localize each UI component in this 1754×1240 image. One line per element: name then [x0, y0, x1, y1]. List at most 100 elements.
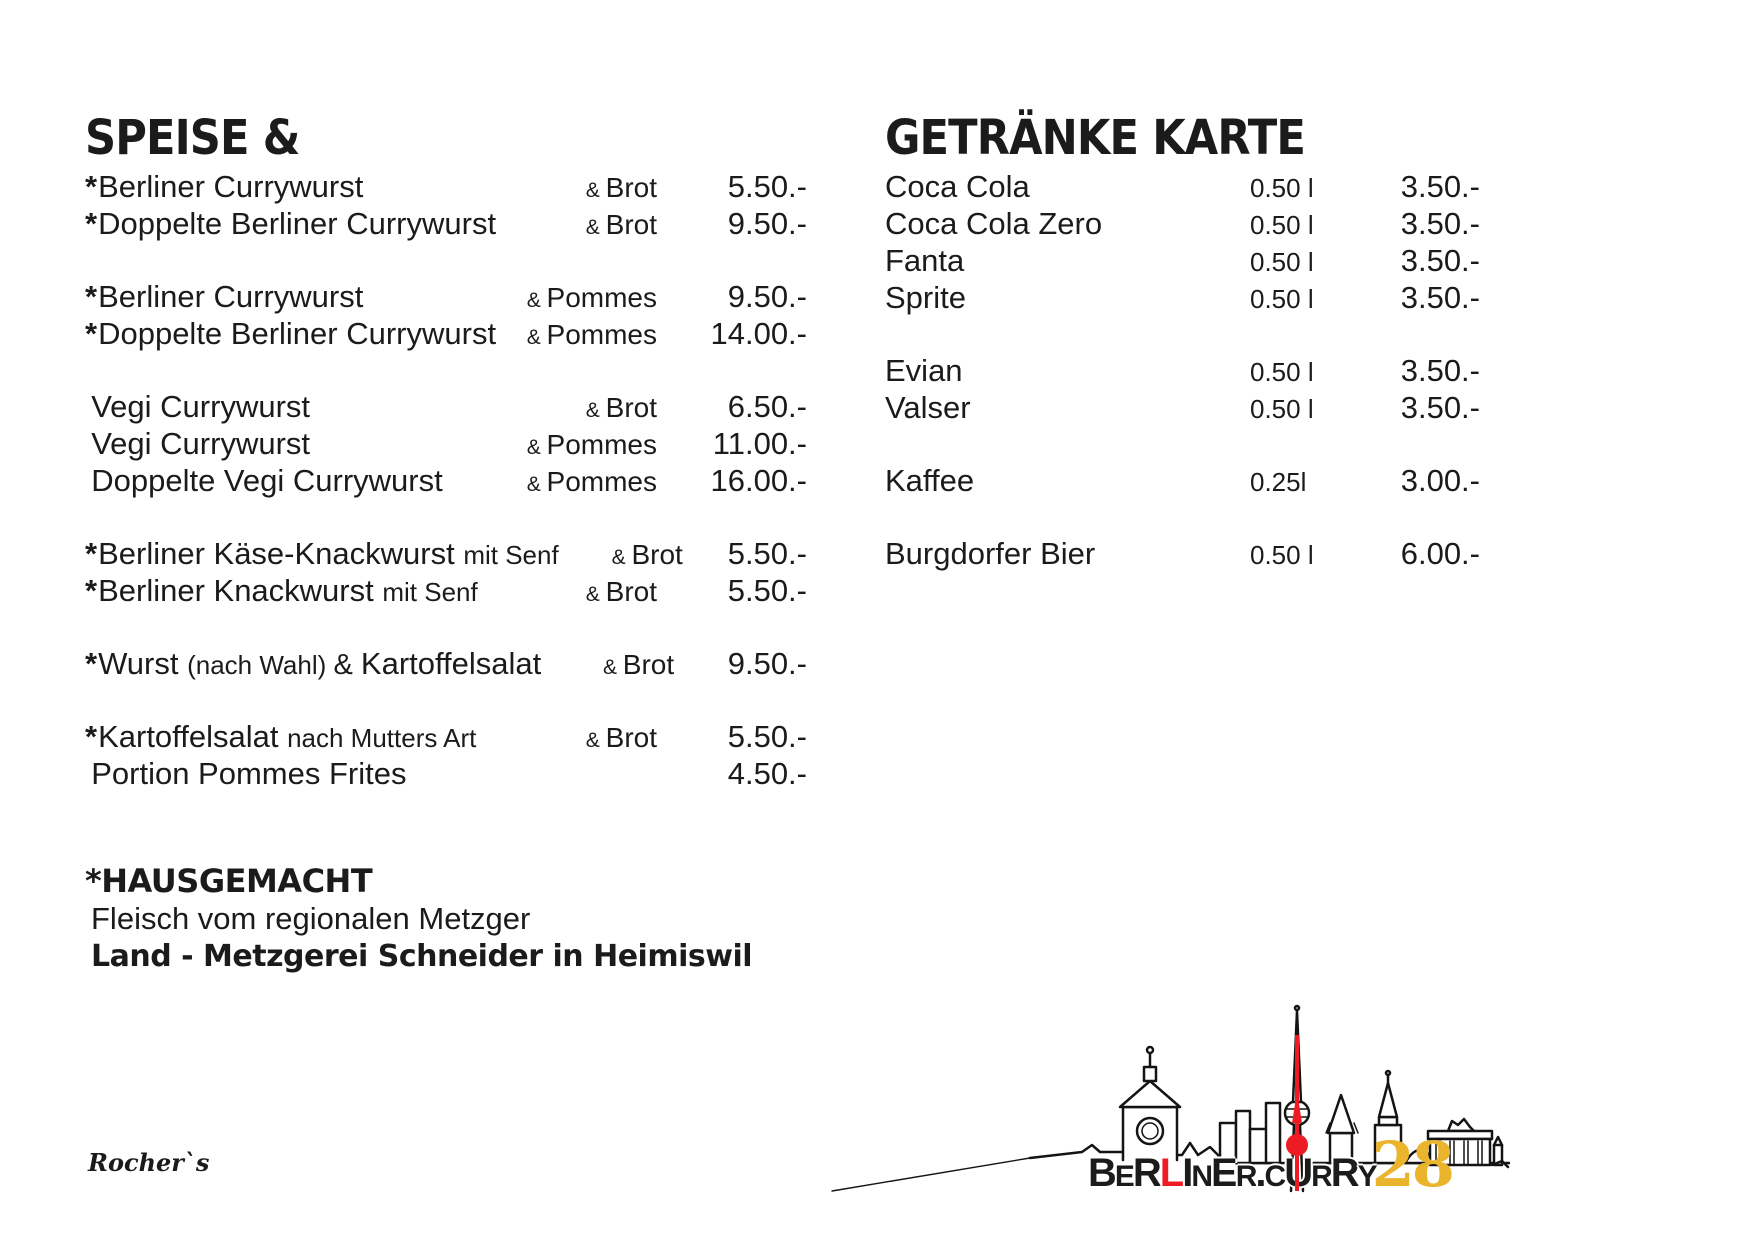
drink-name: Coca Cola Zero	[885, 206, 1103, 241]
brand-logo: BERLINER.CURRY28	[1088, 1128, 1455, 1201]
food-list: *Berliner Currywurst & Brot 5.50.- *Doppelt…	[85, 168, 807, 792]
item-name: Doppelte Vegi Currywurst	[85, 462, 507, 499]
drink-volume: 0.25l	[1250, 467, 1307, 497]
item-price: 4.50.-	[727, 756, 807, 791]
menu-item-row: *Berliner Käse-Knackwurst mit Senf & Brot…	[85, 535, 807, 572]
drink-price: 3.50.-	[1400, 390, 1480, 425]
item-name: *Berliner Currywurst	[85, 168, 507, 205]
drinks-section-title: GETRÄNKE KARTE	[885, 110, 1306, 167]
brand-letter: E	[1114, 1160, 1135, 1193]
item-price: 5.50.-	[727, 719, 807, 754]
item-price: 9.50.-	[727, 206, 807, 241]
item-side: & Brot	[541, 646, 674, 686]
item-side: & Pommes	[507, 426, 657, 466]
brand-letter: I	[1182, 1151, 1193, 1195]
item-price: 11.00.-	[712, 426, 807, 461]
menu-item-row: *Doppelte Berliner Currywurst & Pommes 14.…	[85, 315, 807, 352]
item-price: 5.50.-	[727, 536, 807, 571]
item-side: & Brot	[507, 719, 657, 759]
footnote-butcher-line: Fleisch vom regionalen Metzger	[91, 901, 531, 936]
drink-item-row: Coca Cola 0.50 l 3.50.-	[885, 168, 1480, 205]
item-name-segment: Portion Pommes Frites	[91, 756, 407, 791]
food-section-title: SPEISE &	[85, 110, 300, 167]
item-name-segment: Kartoffelsalat	[98, 719, 288, 754]
brand-letter: L	[1159, 1151, 1184, 1195]
item-name: *Berliner Knackwurst mit Senf	[85, 572, 507, 611]
side-word: Pommes	[546, 466, 657, 497]
homemade-star: *	[85, 206, 99, 241]
menu-item-row: Vegi Currywurst & Pommes 11.00.-	[85, 425, 807, 462]
item-price: 5.50.-	[727, 573, 807, 608]
drink-price: 3.50.-	[1400, 353, 1480, 388]
homemade-star: *	[85, 573, 99, 608]
item-side: & Brot	[507, 169, 657, 209]
item-name: *Berliner Käse-Knackwurst mit Senf	[85, 535, 559, 574]
drink-price: 3.50.-	[1400, 280, 1480, 315]
rochers-signature: Rocher`s	[88, 1148, 210, 1177]
item-name-segment: mit Senf	[382, 577, 478, 607]
brand-letter: R	[1132, 1151, 1162, 1195]
drink-volume: 0.50 l	[1250, 247, 1314, 277]
item-name-segment: Doppelte Berliner Currywurst	[98, 316, 497, 351]
brand-letter: R	[1311, 1160, 1333, 1193]
side-word: Brot	[605, 209, 657, 240]
side-word: Brot	[622, 649, 675, 680]
item-name: *Berliner Currywurst	[85, 278, 507, 315]
homemade-star: *	[85, 646, 99, 681]
menu-item-row: *Doppelte Berliner Currywurst & Brot 9.50.…	[85, 205, 807, 242]
item-name-segment: mit Senf	[463, 540, 559, 570]
ampersand: &	[585, 729, 606, 752]
item-side: & Pommes	[507, 463, 657, 503]
drink-price: 3.50.-	[1400, 243, 1480, 278]
drink-item-row: Kaffee 0.25l 3.00.-	[885, 462, 1480, 499]
ampersand: &	[585, 583, 606, 606]
menu-item-row: *Berliner Knackwurst mit Senf & Brot 5.50.…	[85, 572, 807, 609]
group-gap	[85, 242, 807, 278]
item-name-segment: Berliner Käse-Knackwurst	[98, 536, 464, 571]
brand-letter: .	[1255, 1151, 1266, 1195]
menu-item-row: Vegi Currywurst & Brot 6.50.-	[85, 388, 807, 425]
drink-item-row: Coca Cola Zero 0.50 l 3.50.-	[885, 205, 1480, 242]
drink-name: Valser	[885, 390, 971, 425]
item-name: *Doppelte Berliner Currywurst	[85, 315, 507, 352]
item-name-segment: Berliner Currywurst	[98, 169, 364, 204]
brand-letter: E	[1211, 1151, 1238, 1195]
drink-volume: 0.50 l	[1250, 394, 1314, 424]
menu-item-row: *Berliner Currywurst & Brot 5.50.-	[85, 168, 807, 205]
item-price: 9.50.-	[727, 279, 807, 314]
item-name-segment: Vegi Currywurst	[91, 426, 311, 461]
ampersand: &	[602, 656, 623, 679]
drink-volume: 0.50 l	[1250, 284, 1314, 314]
drink-name: Evian	[885, 353, 963, 388]
ampersand: &	[611, 546, 632, 569]
item-name: *Kartoffelsalat nach Mutters Art	[85, 718, 507, 757]
item-name: *Doppelte Berliner Currywurst	[85, 205, 507, 242]
item-price: 14.00.-	[710, 316, 807, 351]
item-price: 6.50.-	[727, 389, 807, 424]
homemade-star: *	[85, 169, 99, 204]
drink-name: Burgdorfer Bier	[885, 536, 1096, 571]
brand-number: 28	[1371, 1128, 1455, 1201]
item-side: & Brot	[507, 573, 657, 613]
drink-price: 6.00.-	[1400, 536, 1480, 571]
item-name-segment: nach Mutters Art	[287, 723, 477, 753]
drink-item-row: Burgdorfer Bier 0.50 l 6.00.-	[885, 535, 1480, 572]
item-price: 5.50.-	[727, 169, 807, 204]
ampersand: &	[585, 179, 606, 202]
homemade-star: *	[85, 719, 99, 754]
item-name: Portion Pommes Frites	[85, 755, 507, 792]
ampersand: &	[585, 216, 606, 239]
item-price: 16.00.-	[710, 463, 807, 498]
berlin-skyline-illustration	[831, 1004, 1510, 1193]
side-word: Brot	[605, 172, 657, 203]
item-name-segment: Vegi Currywurst	[91, 389, 311, 424]
item-name-segment: Doppelte Berliner Currywurst	[98, 206, 497, 241]
menu-item-row: *Berliner Currywurst & Pommes 9.50.-	[85, 278, 807, 315]
drink-name: Coca Cola	[885, 169, 1030, 204]
menu-item-row: Doppelte Vegi Currywurst & Pommes 16.00.-	[85, 462, 807, 499]
item-name-segment: &	[333, 649, 361, 681]
item-side: & Pommes	[507, 316, 657, 356]
ampersand: &	[526, 326, 547, 349]
group-gap	[85, 682, 807, 718]
